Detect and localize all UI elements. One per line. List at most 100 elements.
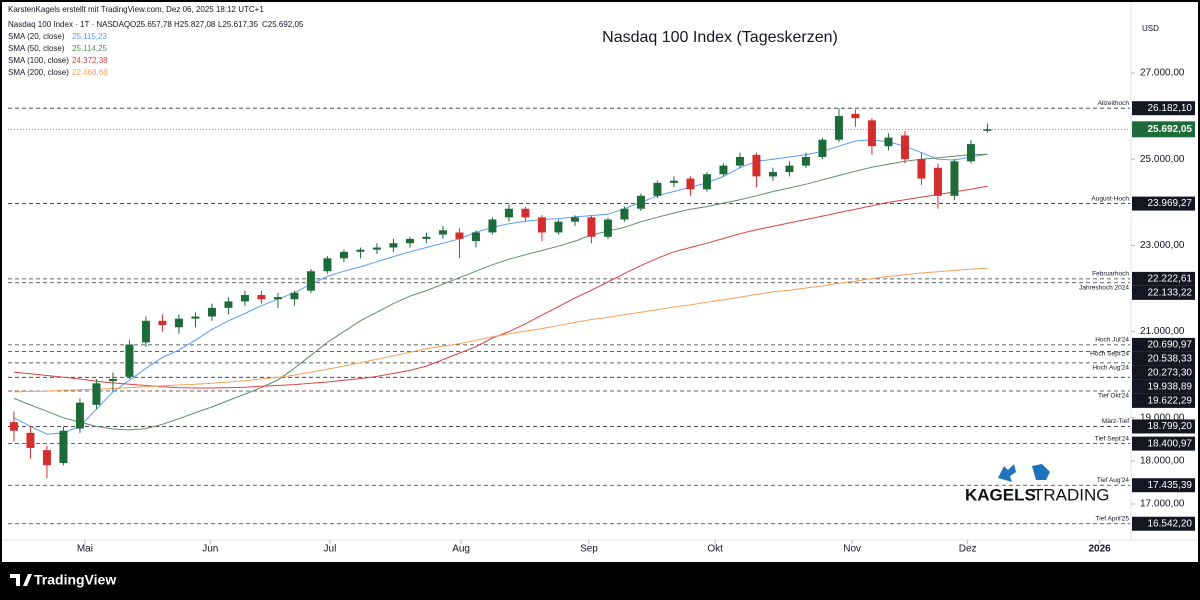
- candle-body: [356, 249, 365, 252]
- bear-icon: [1032, 464, 1050, 480]
- legend-name: SMA (200, close): [8, 68, 69, 77]
- candle-body: [59, 430, 68, 464]
- candle-body: [735, 156, 744, 166]
- candle-body: [570, 217, 579, 222]
- x-tick-label: Sep: [580, 544, 598, 555]
- y-tick-label: 18.000,00: [1140, 456, 1185, 467]
- candle-body: [405, 238, 414, 244]
- sma-line: [13, 153, 988, 431]
- level-label-box: [1132, 379, 1195, 394]
- candle-body: [9, 422, 18, 431]
- level-label-box: [1132, 393, 1195, 408]
- candle-body: [867, 120, 876, 147]
- candle-body: [785, 165, 794, 173]
- candle-body: [290, 292, 299, 300]
- candle-body: [933, 167, 942, 196]
- candle-body: [900, 135, 909, 160]
- legend-value: 22.468,68: [72, 68, 108, 77]
- candle-body: [26, 432, 35, 448]
- candle-body: [587, 217, 596, 237]
- candle-body: [983, 129, 992, 131]
- currency: USD: [1142, 24, 1159, 33]
- candle-body: [537, 217, 546, 233]
- candle-body: [768, 172, 777, 177]
- x-tick-label: Jul: [324, 544, 337, 555]
- candle-body: [339, 251, 348, 259]
- level-note: Tief Sept'24: [1095, 435, 1130, 442]
- candle-body: [603, 219, 612, 237]
- candle-body: [422, 236, 431, 239]
- x-tick-label: Aug: [452, 544, 470, 555]
- candle-body: [240, 294, 249, 302]
- candle-body: [389, 243, 398, 248]
- level-label: 23.969,27: [1148, 198, 1193, 209]
- candle-body: [141, 320, 150, 343]
- level-label-box: [1132, 436, 1195, 451]
- candle-body: [323, 258, 332, 272]
- candle-body: [620, 208, 629, 220]
- logo-word: TRADING: [1033, 485, 1110, 504]
- level-note: Tief April'25: [1095, 515, 1129, 522]
- candle-body: [92, 383, 101, 405]
- candle-body: [686, 178, 695, 190]
- ohlc-open: O25.657,78: [130, 20, 172, 29]
- candle-body: [257, 294, 266, 300]
- footer-brand: TradingView: [34, 572, 116, 588]
- level-label-box: [1132, 196, 1195, 211]
- y-tick-label: 17.000,00: [1140, 499, 1185, 510]
- candle-body: [455, 232, 464, 239]
- legend-name: SMA (50, close): [8, 44, 65, 53]
- level-label: 19.938,89: [1148, 382, 1193, 393]
- candle-body: [884, 137, 893, 147]
- last-price-box: [1132, 121, 1195, 138]
- candle-body: [191, 316, 200, 319]
- candle-body: [273, 297, 282, 300]
- level-note: Tief Aug'24: [1097, 477, 1129, 484]
- level-label: 26.182,10: [1148, 103, 1193, 114]
- candle-body: [174, 318, 183, 328]
- candle-body: [653, 182, 662, 196]
- candle-body: [851, 113, 860, 119]
- candle-body: [818, 139, 827, 157]
- candle-body: [224, 301, 233, 308]
- y-tick-label: 25.000,00: [1140, 154, 1185, 165]
- level-label-box: [1132, 337, 1195, 352]
- logo-word: KAGELS: [965, 485, 1036, 504]
- candle-body: [669, 180, 678, 183]
- candle-body: [702, 174, 711, 190]
- x-tick-label: Nov: [843, 544, 861, 555]
- level-note: Jahreshoch 2024: [1079, 285, 1129, 292]
- candle-body: [488, 219, 497, 233]
- sma-line: [13, 267, 988, 393]
- footer: TradingView: [10, 572, 116, 588]
- level-label: 16.542,20: [1148, 518, 1193, 529]
- level-label: 20.538,33: [1148, 354, 1193, 365]
- x-tick-label: Dez: [959, 544, 977, 555]
- candle-body: [719, 165, 728, 175]
- last-price-label: 25.692,05: [1148, 124, 1193, 135]
- level-label-box: [1132, 516, 1195, 531]
- candle-body: [636, 195, 645, 209]
- level-label: 22.222,61: [1148, 274, 1193, 285]
- candle-body: [42, 450, 51, 466]
- level-label: 18.400,97: [1148, 438, 1193, 449]
- level-label: 20.273,30: [1148, 368, 1193, 379]
- legend-value: 24.372,38: [72, 56, 108, 65]
- level-note: Februarhoch: [1092, 271, 1129, 278]
- candle-body: [950, 161, 959, 196]
- x-tick-label: Jun: [202, 544, 218, 555]
- credit: KarstenKagels erstellt mit TradingView.c…: [8, 5, 264, 14]
- level-label: 17.435,39: [1148, 480, 1193, 491]
- level-label-box: [1132, 419, 1195, 434]
- y-tick-label: 21.000,00: [1140, 326, 1185, 337]
- candle-body: [521, 208, 530, 218]
- symbol-info: Nasdaq 100 Index · 1T · NASDAQ: [8, 20, 130, 29]
- level-label: 20.690,97: [1148, 340, 1193, 351]
- level-label: 22.133,22: [1148, 288, 1193, 299]
- y-tick-label: 19.000,00: [1140, 412, 1185, 423]
- legend-name: SMA (20, close): [8, 32, 65, 41]
- tv-icon: [10, 574, 32, 586]
- level-note: August-Hoch: [1091, 195, 1129, 202]
